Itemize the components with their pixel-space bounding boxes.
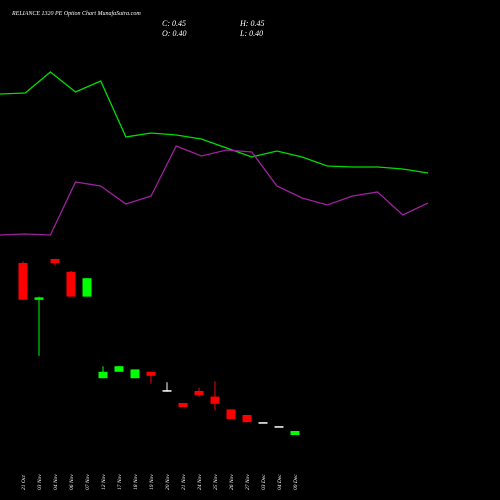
indicator-line [0,71,429,174]
candle-body [242,415,252,423]
candle-body [82,278,92,297]
low-label: L: 0.40 [239,29,263,38]
x-tick-label: 18 Nov [133,474,139,490]
x-tick-label: 21 Oct [21,475,27,490]
candle-body [98,371,108,379]
candle-body [178,403,188,407]
x-tick-label: 06 Nov [69,474,75,490]
x-tick-label: 04 Dec [276,474,283,490]
candle-body [114,366,124,372]
candle-body [130,369,140,379]
x-tick-label: 25 Nov [213,474,219,490]
x-tick-label: 12 Nov [101,474,107,490]
close-label: C: 0.45 [162,19,186,28]
x-tick-label: 03 Dec [261,474,267,490]
candle-body [50,259,60,263]
high-label: H: 0.45 [239,19,264,28]
x-tick-label: 27 Nov [245,474,251,490]
chart-title: RELIANCE 1320 PE Option Chart MunafaSutr… [11,10,141,17]
x-tick-label: 17 Nov [117,474,123,490]
x-tick-label: 09 Dec [293,474,299,490]
x-tick-label: 03 Nov [37,474,43,490]
indicator-line [0,145,429,236]
x-tick-label: 07 Nov [85,474,91,490]
candle-body [258,422,268,424]
x-tick-label: 26 Nov [229,474,235,490]
candle-body [34,297,44,300]
candle-body [226,409,236,419]
x-tick-label: 19 Nov [149,474,155,490]
x-tick-label: 24 Nov [196,474,203,490]
x-tick-label: 21 Nov [181,474,187,490]
candle-body [274,426,284,428]
candle-body [146,371,156,376]
open-label: O: 0.40 [162,29,186,38]
candle-body [162,390,172,392]
candle-body [210,396,220,404]
candle-body [290,431,300,435]
x-tick-label: 04 Nov [52,474,59,490]
candle-body [18,263,28,300]
candle-body [194,391,204,395]
candle-body [66,271,76,297]
x-tick-label: 20 Nov [165,474,171,490]
